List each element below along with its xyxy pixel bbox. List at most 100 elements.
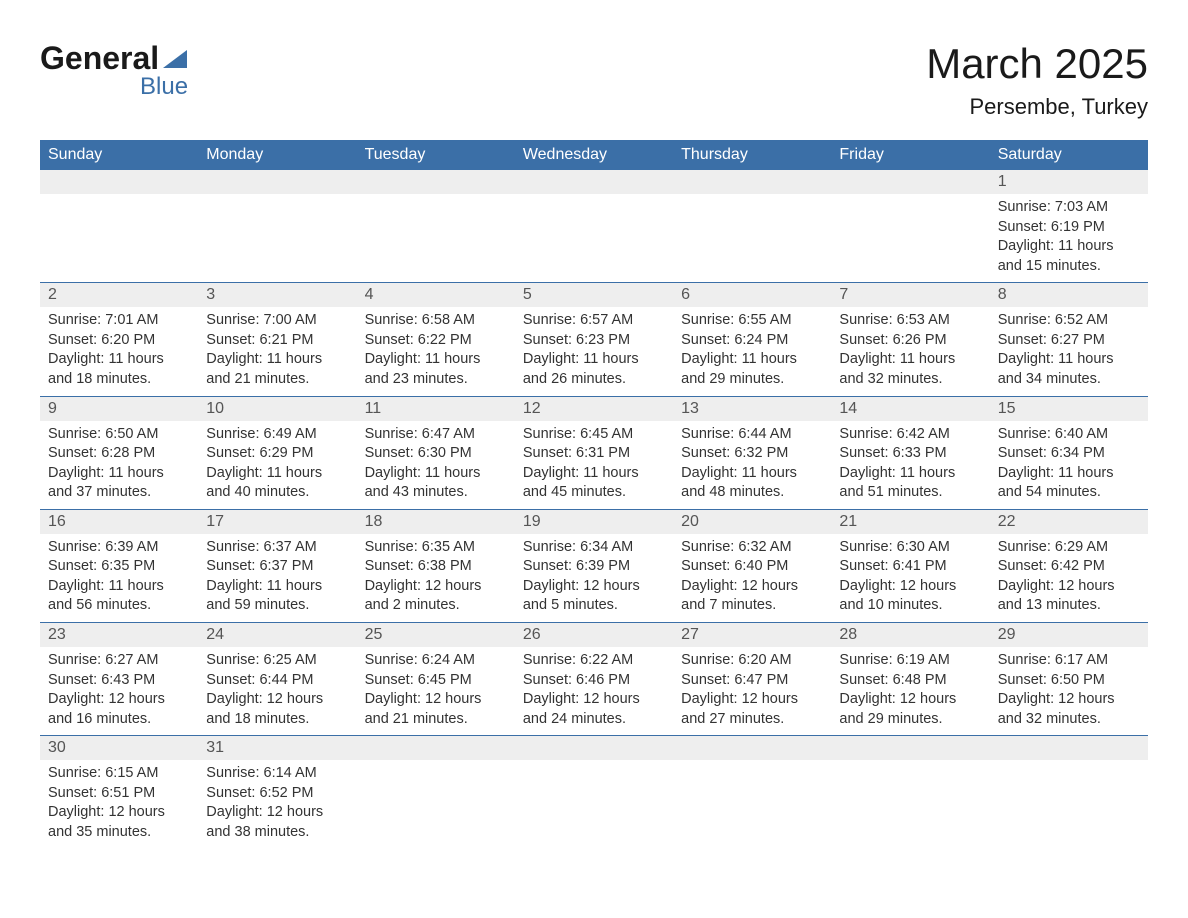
day-content: Sunrise: 6:20 AMSunset: 6:47 PMDaylight:… — [673, 647, 831, 735]
calendar-day-cell: 6Sunrise: 6:55 AMSunset: 6:24 PMDaylight… — [673, 283, 831, 396]
calendar-day-cell: 12Sunrise: 6:45 AMSunset: 6:31 PMDayligh… — [515, 396, 673, 509]
day-number: 12 — [515, 397, 673, 421]
calendar-day-cell — [515, 170, 673, 283]
day-daylight2: and 18 minutes. — [48, 370, 190, 390]
calendar-day-cell: 23Sunrise: 6:27 AMSunset: 6:43 PMDayligh… — [40, 623, 198, 736]
calendar-day-cell: 26Sunrise: 6:22 AMSunset: 6:46 PMDayligh… — [515, 623, 673, 736]
calendar-day-cell: 2Sunrise: 7:01 AMSunset: 6:20 PMDaylight… — [40, 283, 198, 396]
calendar-table: Sunday Monday Tuesday Wednesday Thursday… — [40, 140, 1148, 849]
day-number: 30 — [40, 736, 198, 760]
day-sunrise: Sunrise: 6:25 AM — [206, 651, 348, 671]
day-content: Sunrise: 6:42 AMSunset: 6:33 PMDaylight:… — [831, 421, 989, 509]
day-content: Sunrise: 6:14 AMSunset: 6:52 PMDaylight:… — [198, 760, 356, 848]
day-content: Sunrise: 6:22 AMSunset: 6:46 PMDaylight:… — [515, 647, 673, 735]
empty-day-header — [198, 170, 356, 194]
day-number: 2 — [40, 283, 198, 307]
calendar-day-cell: 31Sunrise: 6:14 AMSunset: 6:52 PMDayligh… — [198, 736, 356, 849]
day-content: Sunrise: 6:40 AMSunset: 6:34 PMDaylight:… — [990, 421, 1148, 509]
day-sunset: Sunset: 6:21 PM — [206, 331, 348, 351]
calendar-week-row: 1Sunrise: 7:03 AMSunset: 6:19 PMDaylight… — [40, 170, 1148, 283]
calendar-day-cell: 29Sunrise: 6:17 AMSunset: 6:50 PMDayligh… — [990, 623, 1148, 736]
day-content: Sunrise: 6:47 AMSunset: 6:30 PMDaylight:… — [357, 421, 515, 509]
day-daylight2: and 21 minutes. — [206, 370, 348, 390]
day-daylight2: and 13 minutes. — [998, 596, 1140, 616]
day-sunrise: Sunrise: 6:20 AM — [681, 651, 823, 671]
day-daylight1: Daylight: 12 hours — [206, 690, 348, 710]
day-sunset: Sunset: 6:29 PM — [206, 444, 348, 464]
day-sunset: Sunset: 6:52 PM — [206, 784, 348, 804]
day-number: 23 — [40, 623, 198, 647]
title-block: March 2025 Persembe, Turkey — [926, 40, 1148, 120]
day-daylight1: Daylight: 11 hours — [839, 350, 981, 370]
day-number: 16 — [40, 510, 198, 534]
day-sunrise: Sunrise: 6:32 AM — [681, 538, 823, 558]
calendar-day-cell — [990, 736, 1148, 849]
calendar-day-cell — [673, 736, 831, 849]
day-daylight1: Daylight: 11 hours — [523, 350, 665, 370]
calendar-day-cell: 24Sunrise: 6:25 AMSunset: 6:44 PMDayligh… — [198, 623, 356, 736]
calendar-day-cell: 17Sunrise: 6:37 AMSunset: 6:37 PMDayligh… — [198, 509, 356, 622]
day-daylight1: Daylight: 11 hours — [839, 464, 981, 484]
day-daylight2: and 37 minutes. — [48, 483, 190, 503]
day-content: Sunrise: 6:44 AMSunset: 6:32 PMDaylight:… — [673, 421, 831, 509]
day-daylight1: Daylight: 12 hours — [998, 577, 1140, 597]
day-sunset: Sunset: 6:22 PM — [365, 331, 507, 351]
day-content: Sunrise: 6:32 AMSunset: 6:40 PMDaylight:… — [673, 534, 831, 622]
day-daylight1: Daylight: 12 hours — [365, 577, 507, 597]
calendar-day-cell: 21Sunrise: 6:30 AMSunset: 6:41 PMDayligh… — [831, 509, 989, 622]
day-content: Sunrise: 6:39 AMSunset: 6:35 PMDaylight:… — [40, 534, 198, 622]
day-sunrise: Sunrise: 7:01 AM — [48, 311, 190, 331]
day-number: 7 — [831, 283, 989, 307]
day-content: Sunrise: 6:27 AMSunset: 6:43 PMDaylight:… — [40, 647, 198, 735]
day-content: Sunrise: 6:17 AMSunset: 6:50 PMDaylight:… — [990, 647, 1148, 735]
day-sunset: Sunset: 6:38 PM — [365, 557, 507, 577]
day-content: Sunrise: 6:29 AMSunset: 6:42 PMDaylight:… — [990, 534, 1148, 622]
day-sunrise: Sunrise: 6:47 AM — [365, 425, 507, 445]
day-sunrise: Sunrise: 6:27 AM — [48, 651, 190, 671]
weekday-header: Tuesday — [357, 140, 515, 170]
calendar-day-cell: 20Sunrise: 6:32 AMSunset: 6:40 PMDayligh… — [673, 509, 831, 622]
day-content: Sunrise: 6:25 AMSunset: 6:44 PMDaylight:… — [198, 647, 356, 735]
day-number: 17 — [198, 510, 356, 534]
day-daylight2: and 40 minutes. — [206, 483, 348, 503]
day-daylight2: and 43 minutes. — [365, 483, 507, 503]
calendar-day-cell: 22Sunrise: 6:29 AMSunset: 6:42 PMDayligh… — [990, 509, 1148, 622]
day-content: Sunrise: 6:30 AMSunset: 6:41 PMDaylight:… — [831, 534, 989, 622]
day-sunrise: Sunrise: 6:40 AM — [998, 425, 1140, 445]
day-daylight1: Daylight: 12 hours — [681, 577, 823, 597]
day-sunset: Sunset: 6:35 PM — [48, 557, 190, 577]
day-sunrise: Sunrise: 6:55 AM — [681, 311, 823, 331]
day-sunrise: Sunrise: 7:03 AM — [998, 198, 1140, 218]
day-sunset: Sunset: 6:23 PM — [523, 331, 665, 351]
calendar-day-cell: 4Sunrise: 6:58 AMSunset: 6:22 PMDaylight… — [357, 283, 515, 396]
day-daylight1: Daylight: 11 hours — [206, 350, 348, 370]
weekday-header-row: Sunday Monday Tuesday Wednesday Thursday… — [40, 140, 1148, 170]
day-number: 15 — [990, 397, 1148, 421]
day-number: 1 — [990, 170, 1148, 194]
calendar-day-cell: 30Sunrise: 6:15 AMSunset: 6:51 PMDayligh… — [40, 736, 198, 849]
calendar-day-cell — [831, 736, 989, 849]
empty-day-header — [673, 736, 831, 760]
day-daylight1: Daylight: 12 hours — [998, 690, 1140, 710]
empty-day-header — [515, 736, 673, 760]
day-content: Sunrise: 6:24 AMSunset: 6:45 PMDaylight:… — [357, 647, 515, 735]
day-daylight2: and 32 minutes. — [839, 370, 981, 390]
day-sunrise: Sunrise: 6:39 AM — [48, 538, 190, 558]
day-number: 22 — [990, 510, 1148, 534]
calendar-day-cell: 18Sunrise: 6:35 AMSunset: 6:38 PMDayligh… — [357, 509, 515, 622]
day-sunset: Sunset: 6:20 PM — [48, 331, 190, 351]
day-daylight1: Daylight: 11 hours — [998, 350, 1140, 370]
day-content: Sunrise: 6:34 AMSunset: 6:39 PMDaylight:… — [515, 534, 673, 622]
day-number: 10 — [198, 397, 356, 421]
day-sunset: Sunset: 6:24 PM — [681, 331, 823, 351]
day-daylight2: and 23 minutes. — [365, 370, 507, 390]
empty-day-header — [990, 736, 1148, 760]
day-number: 24 — [198, 623, 356, 647]
day-sunrise: Sunrise: 6:22 AM — [523, 651, 665, 671]
day-daylight1: Daylight: 12 hours — [681, 690, 823, 710]
day-daylight2: and 48 minutes. — [681, 483, 823, 503]
day-daylight1: Daylight: 12 hours — [48, 803, 190, 823]
day-sunrise: Sunrise: 6:53 AM — [839, 311, 981, 331]
day-sunset: Sunset: 6:27 PM — [998, 331, 1140, 351]
month-title: March 2025 — [926, 40, 1148, 88]
